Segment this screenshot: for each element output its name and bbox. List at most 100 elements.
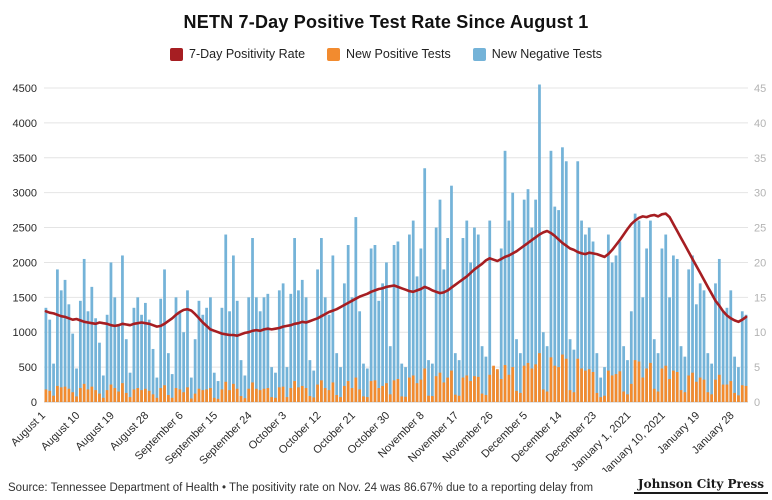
positive-bar xyxy=(186,387,189,402)
y-axis-right-label: 20 xyxy=(754,257,766,269)
negative-bar xyxy=(132,307,136,402)
negative-bar xyxy=(212,372,216,402)
negative-bar xyxy=(473,227,476,402)
negative-bar xyxy=(545,346,549,402)
negative-bar xyxy=(576,161,580,402)
negative-bar xyxy=(266,293,270,402)
positive-bar xyxy=(274,397,277,402)
negative-bar xyxy=(243,375,247,402)
positive-bar xyxy=(339,397,342,402)
positive-tests-bars xyxy=(44,353,748,402)
negative-bar xyxy=(101,375,105,402)
legend-item-negative-tests: New Negative Tests xyxy=(472,47,602,61)
negative-bar xyxy=(105,314,109,402)
negative-bar xyxy=(159,298,163,402)
positive-bar xyxy=(285,397,289,402)
positive-bar xyxy=(645,368,648,402)
negative-bar xyxy=(316,269,319,402)
positive-bar xyxy=(144,388,147,402)
negative-bar xyxy=(262,297,266,402)
positive-bar xyxy=(308,396,312,402)
positive-bar xyxy=(430,396,434,402)
positive-bar xyxy=(174,388,178,402)
negative-bar xyxy=(170,374,174,402)
positive-bar xyxy=(365,397,369,402)
positive-bar xyxy=(488,374,492,402)
negative-bar xyxy=(645,248,648,402)
negative-bar xyxy=(232,255,235,402)
positive-bar xyxy=(442,382,446,402)
negative-bar xyxy=(163,269,166,402)
y-axis-right: 0 5 10 15 20 25 30 35 40 45 xyxy=(754,83,766,409)
negative-bar xyxy=(205,307,208,402)
positive-bar xyxy=(235,388,239,402)
positive-bar xyxy=(56,385,59,402)
negative-bar xyxy=(197,300,201,402)
negative-bar xyxy=(606,234,610,402)
negative-bar xyxy=(453,353,457,402)
negative-bar xyxy=(44,307,48,402)
legend-label: 7-Day Positivity Rate xyxy=(189,47,306,61)
positive-bar xyxy=(216,398,220,402)
negative-bar xyxy=(358,311,362,402)
chart-footer: Source: Tennessee Department of Health •… xyxy=(8,472,772,494)
positive-bar xyxy=(744,385,748,402)
positive-bar xyxy=(178,389,182,402)
negative-bar xyxy=(247,297,251,402)
negative-bar xyxy=(186,290,189,402)
negative-bar xyxy=(499,248,503,402)
positive-bar xyxy=(438,372,442,402)
positive-bar xyxy=(289,388,293,402)
negative-bar xyxy=(182,332,186,402)
negative-bar xyxy=(400,363,404,402)
negative-bar xyxy=(59,290,63,402)
negative-bar xyxy=(392,245,396,402)
negative-bar xyxy=(147,319,151,402)
positive-bar xyxy=(228,390,231,402)
negative-bar xyxy=(117,325,120,402)
negative-bar xyxy=(649,220,652,402)
negative-bar xyxy=(423,168,427,402)
positive-bar xyxy=(473,376,476,402)
positive-bar xyxy=(109,384,113,402)
negative-bar xyxy=(388,346,392,402)
positive-bar xyxy=(434,376,438,402)
positive-bar xyxy=(740,385,744,402)
positive-bar xyxy=(499,378,503,402)
positive-bar xyxy=(515,390,518,402)
positive-bar xyxy=(90,386,94,402)
negative-bar xyxy=(419,248,423,402)
positive-bar xyxy=(151,394,155,402)
positive-bar xyxy=(626,394,629,402)
negative-bar xyxy=(480,346,484,402)
positive-bar xyxy=(629,383,633,402)
positive-bar xyxy=(232,383,235,402)
positive-bar xyxy=(584,370,587,402)
negative-bar xyxy=(683,356,687,402)
positive-bar xyxy=(182,392,186,402)
positive-bar xyxy=(350,388,354,402)
negative-bar xyxy=(209,297,212,402)
positive-bar xyxy=(327,390,331,402)
positive-bar xyxy=(541,389,545,402)
positive-bar xyxy=(105,390,109,402)
positive-bar xyxy=(67,388,71,402)
positive-bar xyxy=(503,365,507,402)
positive-bar xyxy=(415,383,419,402)
positive-bar xyxy=(239,396,243,402)
negative-bar xyxy=(109,262,113,402)
y-axis-left-label: 0 xyxy=(31,397,37,409)
negative-tests-swatch-icon xyxy=(472,47,486,61)
positive-bar xyxy=(354,377,358,402)
positive-bar xyxy=(101,397,105,402)
negative-bar xyxy=(174,297,178,402)
negative-bar xyxy=(526,189,530,402)
negative-bar xyxy=(698,283,702,402)
positive-bar xyxy=(52,395,55,402)
positive-bar xyxy=(98,393,101,402)
negative-bar xyxy=(335,353,339,402)
y-axis-right-label: 45 xyxy=(754,83,766,95)
negative-bar xyxy=(740,311,744,402)
negative-bar xyxy=(664,234,668,402)
